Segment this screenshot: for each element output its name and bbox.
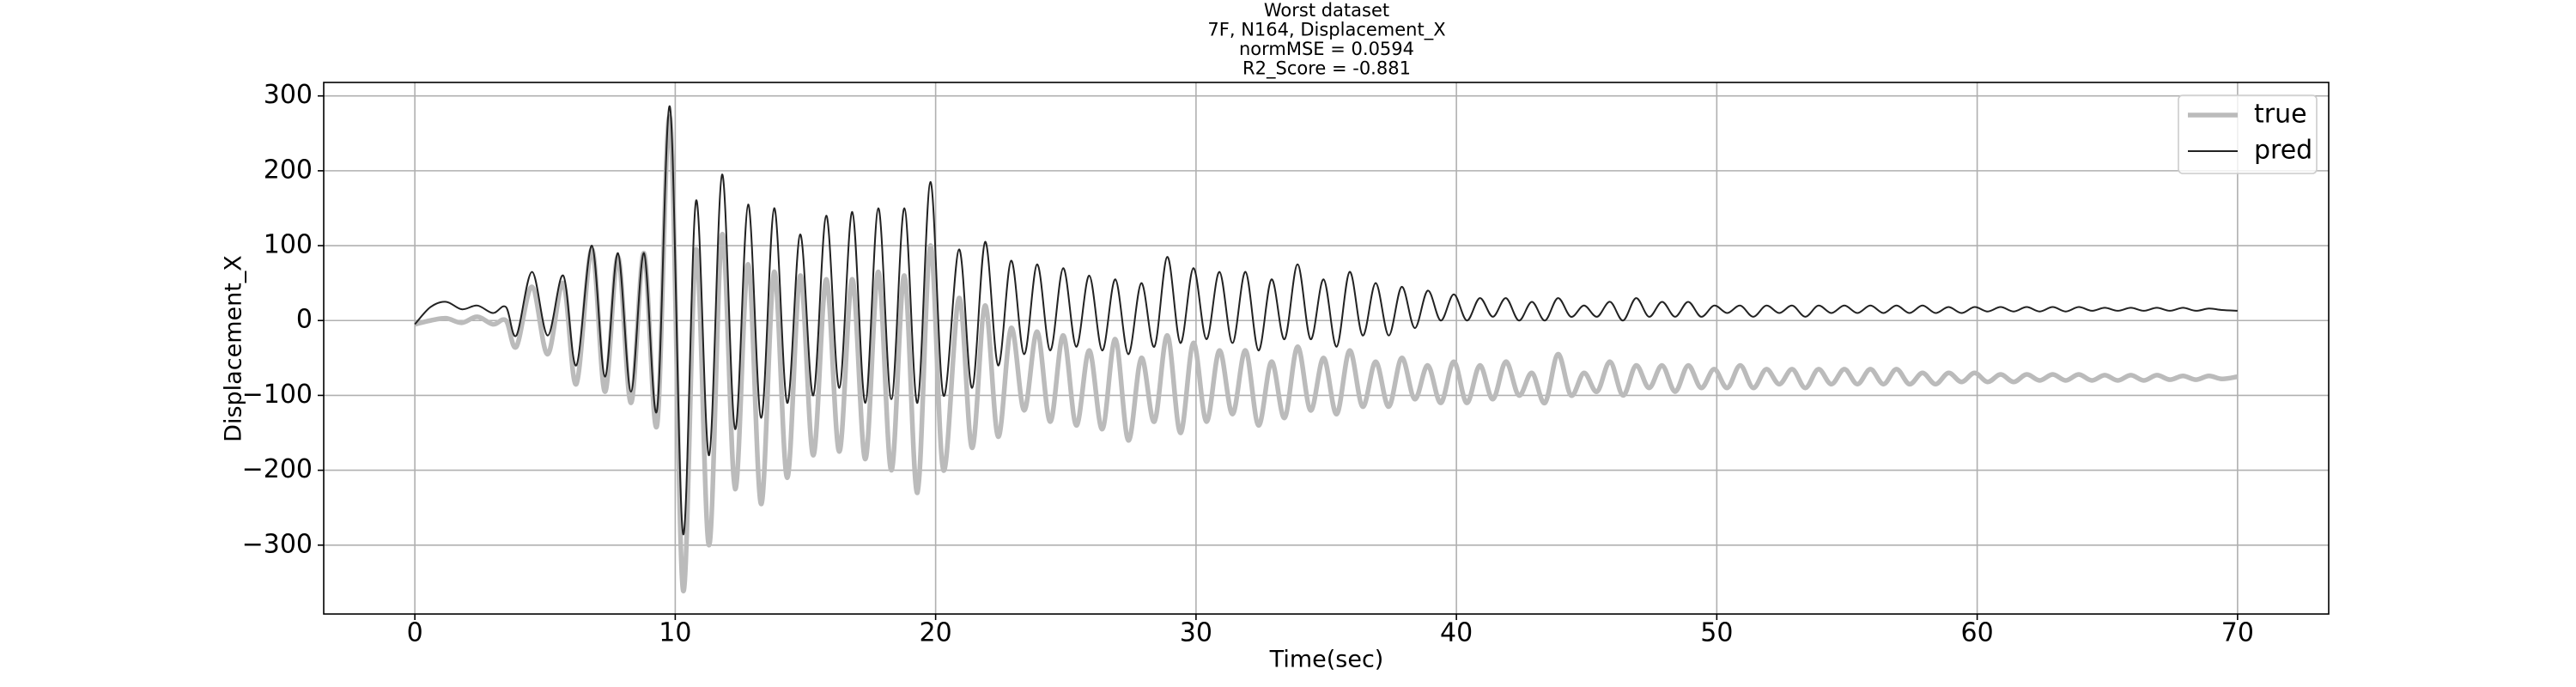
- y-tick-label: −300: [242, 529, 313, 559]
- x-tick-label: 40: [1440, 618, 1473, 648]
- y-tick-label: 200: [264, 155, 313, 185]
- y-tick-label: −200: [242, 454, 313, 484]
- series-line: [414, 105, 2238, 535]
- y-tick-label: 300: [264, 80, 313, 110]
- x-tick-label: 0: [407, 618, 423, 648]
- legend-label: pred: [2254, 136, 2312, 166]
- title-line: R2_Score = -0.881: [1242, 58, 1411, 80]
- x-tick-label: 70: [2221, 618, 2254, 648]
- y-tick-label: 0: [296, 305, 313, 335]
- series-line: [414, 114, 2239, 593]
- title-line: Worst dataset: [1264, 0, 1389, 21]
- legend-label: true: [2254, 100, 2307, 130]
- x-tick-label: 30: [1180, 618, 1212, 648]
- title-line: 7F, N164, Displacement_X: [1207, 20, 1445, 41]
- y-tick-label: 100: [264, 230, 313, 260]
- x-tick-label: 50: [1700, 618, 1733, 648]
- y-axis-label: Displacement_X: [221, 255, 247, 442]
- x-tick-label: 10: [659, 618, 691, 648]
- x-axis-label: Time(sec): [1269, 647, 1384, 673]
- x-tick-label: 20: [920, 618, 952, 648]
- y-tick-label: −100: [242, 380, 313, 410]
- title-line: normMSE = 0.0594: [1239, 39, 1414, 59]
- plot-frame: [323, 82, 2330, 615]
- x-tick-label: 60: [1961, 618, 1994, 648]
